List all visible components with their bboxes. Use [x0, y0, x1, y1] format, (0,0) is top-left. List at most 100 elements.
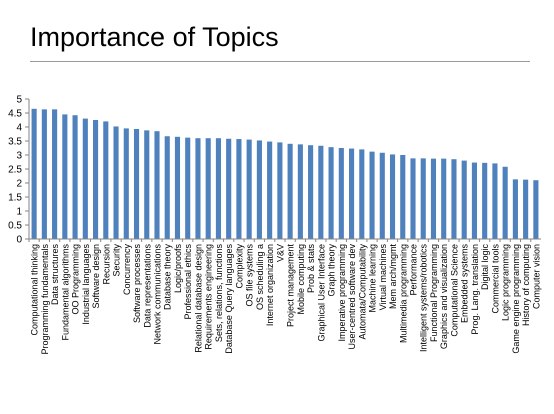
x-tick-label: Performance: [409, 244, 419, 296]
bar: [195, 138, 201, 239]
bar: [308, 145, 314, 239]
x-tick-label: Software design: [91, 244, 101, 309]
x-tick-label: OS file systems: [245, 244, 255, 307]
y-tick-label: 4.5: [8, 109, 22, 120]
y-axis: 0 0.5 1 1.5 2 2.5 3 3.5 4 4.5 5: [8, 95, 30, 246]
y-tick-label: 5: [16, 95, 22, 106]
slide-title: Importance of Topics: [30, 22, 279, 52]
bar: [502, 166, 508, 239]
x-tick-label: Logic programming: [501, 244, 511, 321]
x-tick-label: Complexity: [234, 244, 244, 289]
x-tick-label: Prog. Lang. translation: [470, 244, 480, 335]
x-tick-label: Professional ethics: [183, 244, 193, 320]
bar: [318, 145, 324, 239]
x-tick-label: Functional Programming: [429, 244, 439, 342]
bar: [226, 138, 232, 239]
bar: [338, 148, 344, 239]
bar: [205, 138, 211, 239]
x-tick-label: Logic/proofs: [173, 244, 183, 294]
x-tick-label: Sets, relations, functions: [214, 244, 224, 343]
x-tick-label: Graphical User Interface: [316, 244, 326, 342]
bar: [215, 138, 221, 239]
y-tick-label: 1.5: [8, 193, 22, 204]
y-tick-label: 3.5: [8, 137, 22, 148]
bar: [379, 152, 385, 239]
bar: [154, 131, 160, 239]
bar: [533, 180, 539, 239]
x-axis: Computational thinking Programming fundam…: [28, 238, 541, 355]
x-tick-label: Multimedia programming: [398, 244, 408, 343]
bar: [246, 139, 252, 239]
x-tick-label: Machine learning: [368, 244, 378, 313]
bar: [144, 130, 150, 239]
x-tick-label: Automata/Computability: [357, 244, 367, 340]
x-tick-label: Mobile computing: [296, 244, 306, 315]
bar: [236, 139, 242, 239]
bar: [62, 114, 68, 239]
x-tick-label: Computational thinking: [30, 244, 40, 336]
x-tick-label: OS scheduling a: [255, 244, 265, 310]
x-tick-label: OO Programming: [71, 244, 81, 315]
bars: [31, 108, 539, 239]
bar: [441, 158, 447, 239]
x-tick-label: Industrial languages: [81, 244, 91, 325]
bar: [277, 142, 283, 239]
bar: [492, 163, 498, 239]
x-tick-label: V&V: [275, 244, 285, 262]
x-tick-label: Requirements engineering: [204, 244, 214, 350]
bar: [369, 151, 375, 239]
bar: [93, 120, 99, 239]
bar: [174, 136, 181, 239]
y-tick-label: 2: [16, 179, 22, 190]
bar: [410, 158, 416, 239]
bar: [328, 147, 334, 239]
bar: [256, 140, 262, 239]
bar: [349, 148, 355, 239]
bar: [287, 143, 293, 239]
bar: [389, 154, 396, 239]
x-tick-label: Mem arch/mgmt: [388, 244, 398, 310]
y-tick-label: 3: [16, 151, 22, 162]
x-tick-label: Recursion: [101, 244, 111, 285]
bar: [123, 128, 129, 239]
title-divider: [30, 61, 530, 62]
bar: [164, 136, 170, 239]
bar: [461, 160, 467, 239]
x-tick-label: User-centred software dev: [347, 244, 357, 350]
x-tick-label: Commercial tools: [490, 244, 500, 314]
bar: [82, 118, 88, 239]
x-tick-label: Security: [112, 244, 122, 277]
bar: [41, 109, 47, 239]
x-tick-label: Software processes: [132, 244, 142, 324]
x-tick-label: Fundamental algorithms: [60, 244, 70, 341]
bar: [523, 179, 529, 239]
x-tick-label: Computer vision: [531, 244, 541, 309]
x-tick-label: Data structures: [50, 244, 60, 306]
x-tick-label: Programming fundamentals: [40, 244, 50, 355]
bar: [103, 121, 109, 239]
x-tick-label: Concurrency: [122, 244, 132, 296]
y-tick-label: 4: [16, 123, 22, 134]
x-tick-label: Digital logic: [480, 244, 490, 291]
bar: [133, 128, 140, 239]
x-tick-label: Graphics and visualization: [439, 244, 449, 349]
bar: [430, 158, 437, 239]
x-tick-label: Database Query languages: [224, 244, 234, 354]
x-tick-label: Virtual machines: [378, 244, 388, 311]
bar: [31, 108, 37, 239]
y-tick-label: 0.5: [8, 221, 22, 232]
bar: [185, 137, 191, 239]
x-tick-label: Imperative programming: [337, 244, 347, 342]
bar: [113, 126, 119, 239]
x-tick-label: Computational Science: [449, 244, 459, 337]
x-tick-label: Data representations: [142, 244, 152, 328]
x-tick-label: Database theory: [163, 244, 173, 311]
x-tick-label: Network communications: [153, 244, 163, 345]
x-tick-label: Game engine programming: [511, 244, 521, 354]
bar: [451, 159, 457, 239]
x-tick-label: Prob & stats: [306, 244, 316, 294]
x-tick-label: Relational database design: [193, 244, 203, 353]
bar: [72, 115, 78, 239]
bar: [512, 179, 518, 239]
